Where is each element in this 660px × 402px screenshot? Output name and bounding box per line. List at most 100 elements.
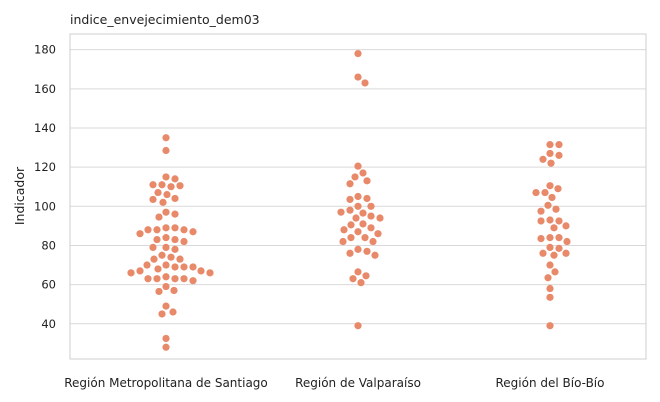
data-point: [189, 228, 197, 236]
data-point: [144, 275, 152, 283]
data-point: [367, 224, 375, 232]
data-point: [346, 206, 354, 214]
data-point: [154, 188, 162, 197]
data-point: [352, 214, 360, 222]
data-point: [548, 193, 556, 202]
data-point: [162, 146, 170, 155]
data-point: [162, 302, 170, 310]
y-tick-label: 100: [34, 199, 56, 213]
data-point: [171, 275, 179, 283]
data-point: [340, 226, 348, 234]
data-point: [361, 234, 369, 242]
data-point: [158, 251, 166, 259]
data-point: [153, 226, 161, 234]
data-point: [154, 265, 162, 273]
data-point: [551, 268, 559, 276]
data-point: [349, 275, 357, 283]
data-point: [555, 234, 563, 242]
data-point: [189, 277, 197, 285]
data-point: [167, 183, 175, 191]
y-tick-label: 160: [34, 82, 56, 96]
data-point: [555, 151, 563, 159]
data-point: [539, 155, 547, 163]
data-point: [171, 210, 179, 218]
data-point: [555, 217, 563, 225]
x-category-label: Región del Bío-Bío: [496, 376, 605, 390]
data-point: [544, 274, 552, 282]
data-point: [354, 162, 362, 170]
data-point: [171, 175, 179, 183]
data-point: [339, 237, 347, 246]
data-point: [346, 195, 354, 204]
data-point: [162, 224, 170, 232]
data-point: [371, 251, 379, 259]
data-point: [546, 322, 554, 330]
data-point: [363, 194, 371, 203]
data-point: [171, 263, 179, 271]
data-point: [361, 79, 369, 87]
data-point: [359, 169, 367, 177]
y-tick-labels: 40 60 80 100 120 140 160 180: [34, 43, 56, 331]
data-point: [363, 247, 371, 255]
data-point: [180, 237, 188, 246]
y-tick-label: 60: [41, 278, 56, 292]
data-point: [171, 235, 179, 244]
data-point: [537, 234, 545, 243]
data-point: [369, 237, 377, 246]
data-point: [546, 149, 554, 158]
data-point: [532, 188, 540, 197]
data-point: [162, 234, 170, 242]
data-point: [546, 243, 554, 252]
data-point: [171, 245, 179, 253]
data-point: [362, 272, 370, 280]
data-point: [354, 245, 362, 253]
data-point: [162, 243, 170, 252]
data-point: [563, 237, 571, 246]
data-point: [153, 235, 161, 244]
data-point: [547, 159, 555, 167]
data-point: [554, 185, 562, 193]
data-point: [149, 243, 157, 252]
data-point: [149, 195, 157, 204]
x-category-label: Región de Valparaíso: [295, 376, 421, 390]
data-point: [180, 275, 188, 283]
data-point: [562, 249, 570, 257]
data-point: [347, 221, 355, 229]
data-point: [562, 222, 570, 230]
data-points: [127, 49, 571, 351]
data-point: [550, 224, 558, 232]
data-point: [546, 261, 554, 269]
data-point: [354, 192, 362, 201]
data-point: [180, 226, 188, 234]
data-point: [546, 141, 554, 149]
y-axis-title: Indicador: [12, 166, 27, 225]
data-point: [180, 263, 188, 271]
data-point: [546, 293, 554, 301]
data-point: [376, 214, 384, 222]
data-point: [546, 284, 554, 293]
data-point: [162, 173, 170, 181]
data-point: [149, 181, 157, 189]
data-point: [176, 255, 184, 263]
data-point: [354, 228, 362, 236]
y-tick-label: 80: [41, 238, 56, 252]
y-tick-label: 180: [34, 43, 56, 57]
data-point: [357, 279, 365, 287]
data-point: [374, 230, 382, 238]
data-point: [155, 213, 163, 221]
data-point: [537, 207, 545, 215]
data-point: [162, 273, 170, 281]
data-point: [136, 230, 144, 238]
data-point: [546, 216, 554, 224]
data-point: [367, 212, 375, 220]
data-point: [546, 182, 554, 190]
data-point: [555, 141, 563, 149]
data-point: [159, 198, 167, 206]
data-point: [143, 261, 151, 269]
data-point: [189, 263, 197, 271]
data-point: [544, 201, 552, 209]
data-point: [354, 268, 362, 276]
data-point: [127, 269, 135, 277]
data-point: [359, 220, 367, 228]
